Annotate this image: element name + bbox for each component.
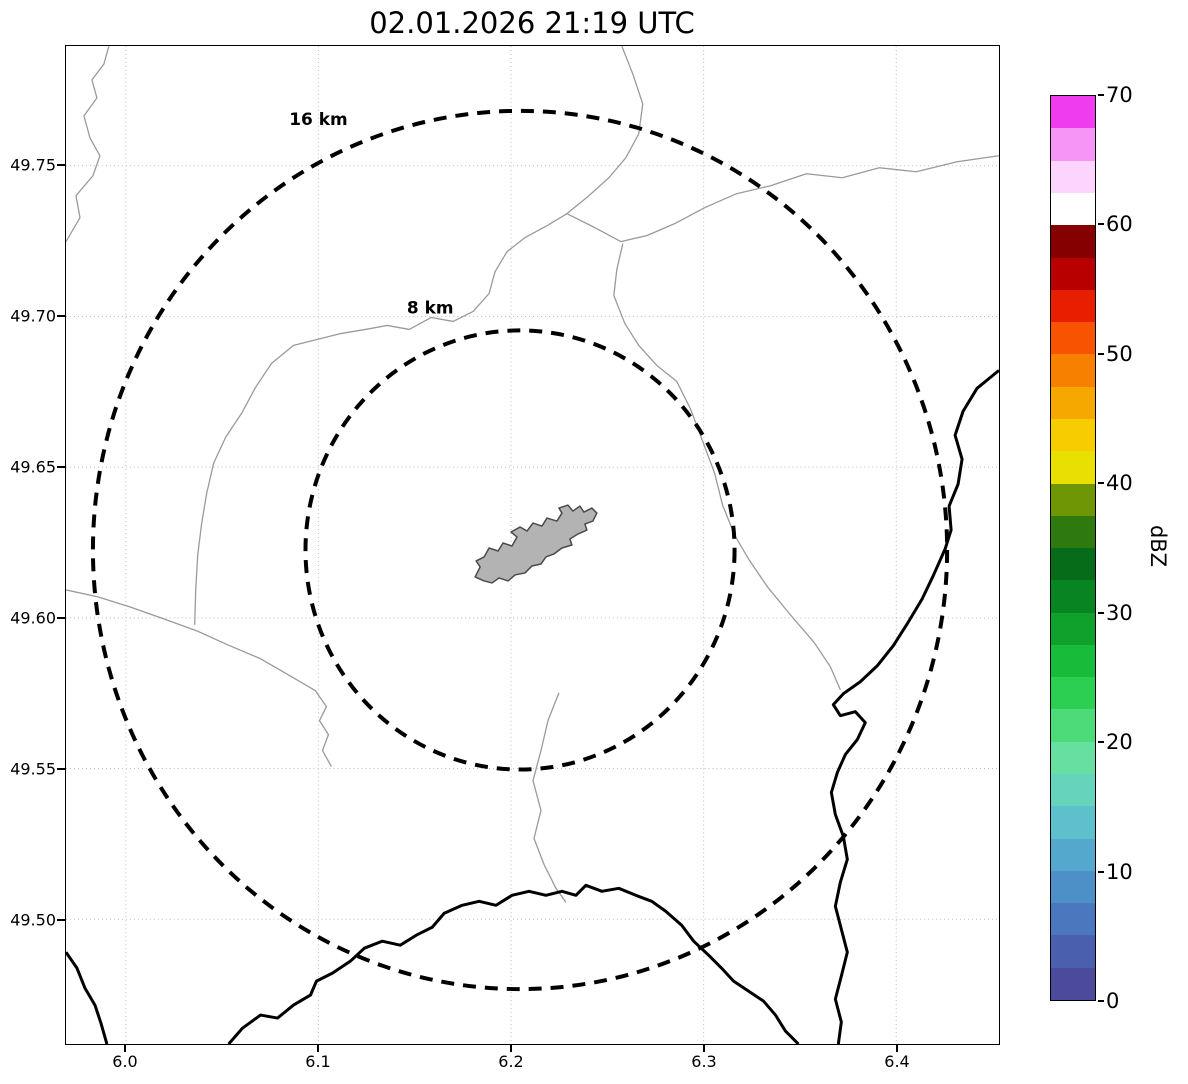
colorbar-tick-label: 0 bbox=[1106, 989, 1120, 1013]
x-tick-label: 6.0 bbox=[112, 1052, 138, 1071]
colorbar-segment bbox=[1051, 677, 1095, 710]
x-tick-mark bbox=[896, 1045, 898, 1052]
y-tick-mark bbox=[57, 315, 65, 317]
colorbar-segment bbox=[1051, 838, 1095, 871]
x-tick-label: 6.3 bbox=[691, 1052, 717, 1071]
colorbar-segment bbox=[1051, 289, 1095, 323]
colorbar-gradient bbox=[1050, 95, 1096, 1001]
x-tick-label: 6.2 bbox=[498, 1052, 524, 1071]
y-tick-label: 49.70 bbox=[10, 306, 56, 326]
figure-title: 02.01.2026 21:19 UTC bbox=[369, 6, 695, 40]
country-borders bbox=[66, 369, 999, 1044]
range-ring-8km bbox=[303, 328, 737, 772]
colorbar-segment bbox=[1051, 644, 1095, 678]
colorbar-segment bbox=[1051, 741, 1095, 775]
colorbar-tick-mark bbox=[1097, 94, 1104, 96]
y-tick-label: 49.60 bbox=[10, 608, 56, 628]
x-tick-mark bbox=[703, 1045, 705, 1052]
country-border-southwest bbox=[66, 951, 109, 1044]
x-tick-mark bbox=[510, 1045, 512, 1052]
city-boundary bbox=[474, 504, 598, 584]
x-tick-label: 6.1 bbox=[305, 1052, 331, 1071]
colorbar-segment bbox=[1051, 935, 1095, 968]
y-tick-label: 49.50 bbox=[10, 910, 56, 930]
colorbar-axis-label: dBZ bbox=[1146, 524, 1170, 568]
range-ring-16km-label: 16 km bbox=[289, 109, 347, 129]
y-tick-mark bbox=[57, 919, 65, 921]
colorbar-segment bbox=[1051, 483, 1095, 516]
admin-boundary bbox=[66, 589, 332, 767]
map-plot: 16 km 8 km bbox=[65, 45, 1000, 1045]
country-border-south bbox=[227, 883, 800, 1044]
range-ring-8km-label: 8 km bbox=[407, 297, 454, 317]
colorbar-segment bbox=[1051, 870, 1095, 904]
colorbar-tick-label: 30 bbox=[1106, 601, 1133, 625]
y-tick-mark bbox=[57, 768, 65, 770]
colorbar-tick-mark bbox=[1097, 223, 1104, 225]
colorbar-tick-label: 60 bbox=[1106, 212, 1133, 236]
colorbar-segment bbox=[1051, 386, 1095, 419]
map-canvas: 16 km 8 km bbox=[66, 46, 999, 1044]
colorbar-segment bbox=[1051, 903, 1095, 936]
colorbar-tick-mark bbox=[1097, 612, 1104, 614]
admin-boundary bbox=[566, 155, 999, 243]
y-tick-label: 49.65 bbox=[10, 457, 56, 477]
y-tick-mark bbox=[57, 617, 65, 619]
colorbar-tick-label: 10 bbox=[1106, 860, 1133, 884]
colorbar-tick-mark bbox=[1097, 1000, 1104, 1002]
admin-boundary bbox=[66, 46, 110, 242]
colorbar-tick-label: 70 bbox=[1106, 83, 1133, 107]
range-ring-16km bbox=[90, 108, 950, 992]
colorbar-tick-label: 50 bbox=[1106, 342, 1133, 366]
colorbar-segment bbox=[1051, 451, 1095, 484]
colorbar-segment bbox=[1051, 774, 1095, 807]
colorbar-tick-label: 20 bbox=[1106, 730, 1133, 754]
admin-boundaries bbox=[66, 46, 999, 903]
colorbar-segment bbox=[1051, 806, 1095, 839]
y-tick-mark bbox=[57, 164, 65, 166]
colorbar-segment bbox=[1051, 322, 1095, 355]
y-tick-mark bbox=[57, 466, 65, 468]
colorbar-segment bbox=[1051, 580, 1095, 613]
x-tick-mark bbox=[317, 1045, 319, 1052]
colorbar-segment bbox=[1051, 709, 1095, 742]
x-tick-label: 6.4 bbox=[884, 1052, 910, 1071]
colorbar-tick-mark bbox=[1097, 741, 1104, 743]
colorbar-tick-mark bbox=[1097, 871, 1104, 873]
colorbar-segment bbox=[1051, 354, 1095, 387]
colorbar-segment bbox=[1051, 418, 1095, 452]
colorbar-segment bbox=[1051, 96, 1095, 129]
colorbar-tick-mark bbox=[1097, 482, 1104, 484]
colorbar-segment bbox=[1051, 192, 1095, 226]
colorbar-segment bbox=[1051, 515, 1095, 549]
country-border-east bbox=[829, 369, 999, 1044]
colorbar-segment bbox=[1051, 257, 1095, 290]
colorbar-segment bbox=[1051, 128, 1095, 161]
x-tick-mark bbox=[124, 1045, 126, 1052]
colorbar-segment bbox=[1051, 225, 1095, 258]
y-tick-label: 49.55 bbox=[10, 759, 56, 779]
colorbar-segment bbox=[1051, 612, 1095, 645]
admin-boundary bbox=[613, 243, 841, 690]
colorbar-tick-label: 40 bbox=[1106, 471, 1133, 495]
colorbar-segment bbox=[1051, 160, 1095, 193]
colorbar-segment bbox=[1051, 967, 1095, 1000]
colorbar-segment bbox=[1051, 548, 1095, 581]
admin-boundary bbox=[532, 692, 567, 903]
colorbar-tick-mark bbox=[1097, 353, 1104, 355]
admin-boundary bbox=[194, 46, 644, 625]
y-tick-label: 49.75 bbox=[10, 155, 56, 175]
